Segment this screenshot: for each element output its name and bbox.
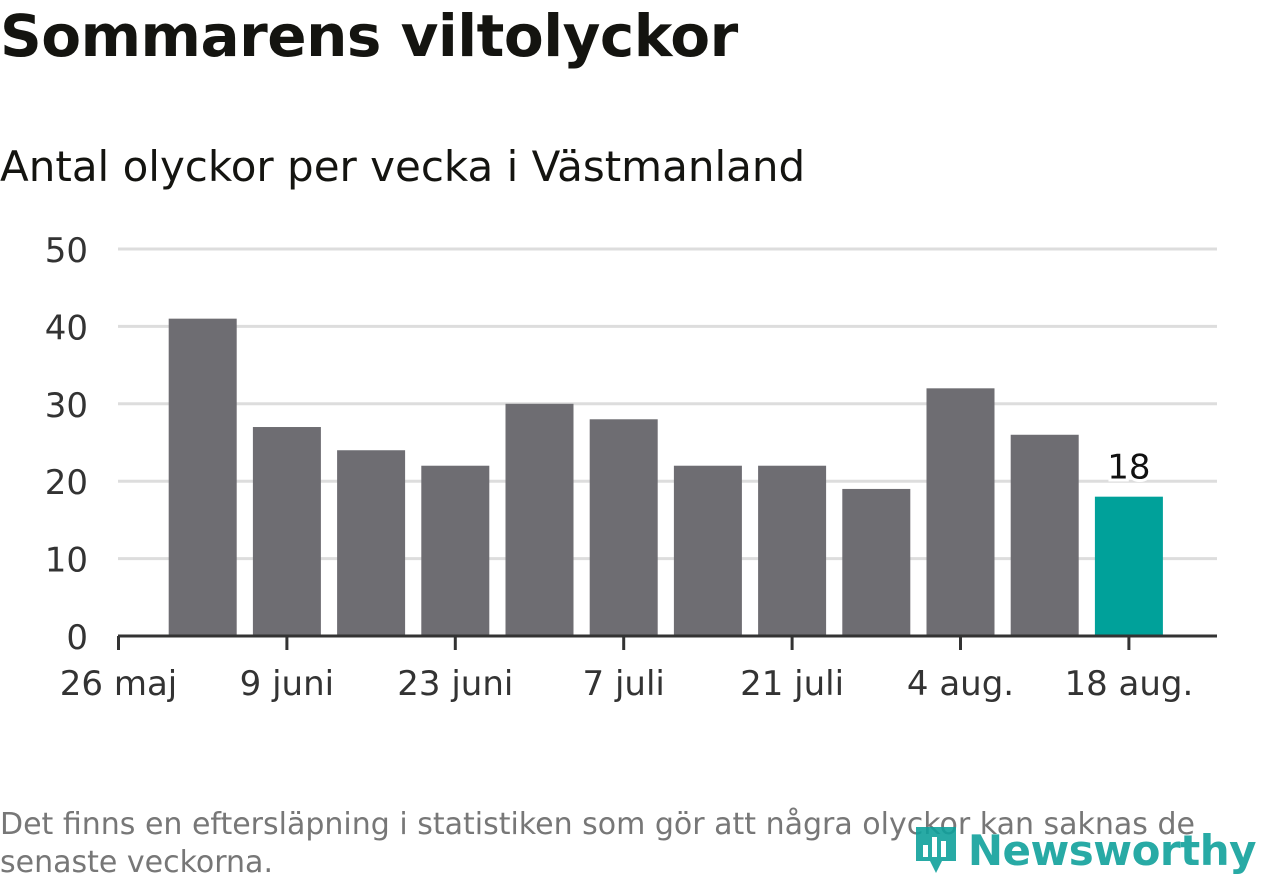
y-tick-label: 20 xyxy=(45,463,88,503)
x-tick-label: 26 maj xyxy=(60,664,177,704)
bar-highlight xyxy=(1094,496,1163,636)
x-tick-label: 7 juli xyxy=(583,664,665,704)
bar xyxy=(673,465,742,636)
newsworthy-logo: Newsworthy xyxy=(912,821,1257,879)
bar xyxy=(421,465,490,636)
bar xyxy=(842,488,911,636)
chart-subtitle: Antal olyckor per vecka i Västmanland xyxy=(0,142,806,191)
x-tick-label: 21 juli xyxy=(740,664,844,704)
y-tick-label: 30 xyxy=(45,386,88,426)
chart-title: Sommarens viltolyckor xyxy=(0,2,738,70)
bar xyxy=(589,419,658,636)
x-tick-label: 4 aug. xyxy=(907,664,1014,704)
y-tick-label: 10 xyxy=(45,541,88,581)
newsworthy-logo-text: Newsworthy xyxy=(967,825,1257,875)
bar xyxy=(168,318,237,636)
bar xyxy=(926,388,995,636)
x-tick-label: 23 juni xyxy=(397,664,513,704)
bar xyxy=(505,403,574,636)
footnote: Det finns en eftersläpning i statistiken… xyxy=(0,807,1195,880)
x-tick-label: 18 aug. xyxy=(1064,664,1193,704)
newsworthy-logo-icon xyxy=(915,827,956,873)
bar xyxy=(758,465,827,636)
bar xyxy=(337,450,406,636)
y-tick-label: 0 xyxy=(66,618,88,658)
data-label: 18 xyxy=(1107,448,1150,488)
y-tick-label: 40 xyxy=(45,308,88,348)
bar xyxy=(252,427,321,636)
bar xyxy=(1010,434,1079,636)
y-tick-label: 50 xyxy=(45,231,88,271)
x-tick-label: 9 juni xyxy=(240,664,334,704)
